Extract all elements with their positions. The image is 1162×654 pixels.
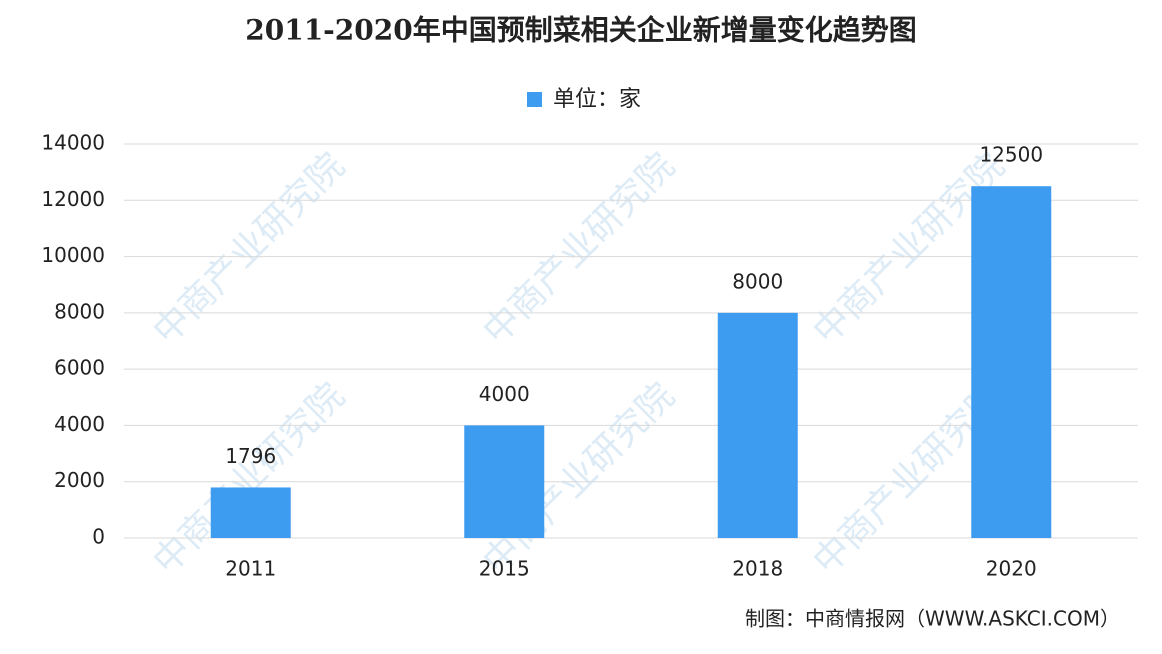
y-tick-label: 12000	[41, 187, 105, 211]
y-tick-label: 10000	[41, 243, 105, 267]
data-label: 8000	[732, 269, 783, 293]
bar	[464, 425, 545, 538]
x-tick-label: 2018	[732, 557, 783, 581]
y-tick-label: 4000	[54, 412, 105, 436]
data-label: 1796	[225, 444, 276, 468]
y-tick-label: 2000	[54, 468, 105, 492]
source-note: 制图：中商情报网（WWW.ASKCI.COM）	[745, 607, 1120, 631]
x-tick-label: 2015	[479, 557, 530, 581]
data-label: 4000	[479, 382, 530, 406]
y-tick-label: 8000	[54, 299, 105, 323]
y-tick-label: 0	[92, 525, 105, 549]
data-label: 12500	[979, 143, 1043, 167]
y-tick-label: 6000	[54, 356, 105, 380]
x-tick-label: 2011	[225, 557, 276, 581]
y-tick-label: 14000	[41, 131, 105, 155]
legend-label: 单位：家	[553, 87, 641, 112]
x-tick-label: 2020	[986, 557, 1037, 581]
legend-swatch	[527, 92, 542, 107]
bar	[210, 487, 291, 538]
bar	[717, 312, 798, 538]
bar	[971, 186, 1052, 538]
chart-title: 2011-2020年中国预制菜相关企业新增量变化趋势图	[245, 14, 916, 47]
